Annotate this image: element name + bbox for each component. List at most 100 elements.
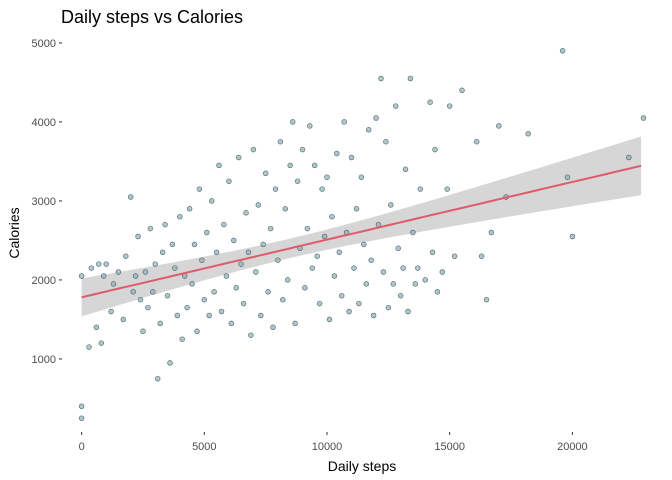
data-point: [223, 273, 230, 279]
data-point: [110, 281, 117, 287]
data-point: [478, 253, 485, 259]
data-point: [346, 308, 352, 315]
data-point: [213, 249, 220, 256]
data-point: [201, 296, 208, 303]
data-point: [226, 178, 232, 184]
data-point: [338, 292, 345, 299]
data-point: [321, 233, 328, 240]
data-point: [145, 304, 151, 311]
chart-title: Daily steps vs Calories: [61, 7, 243, 27]
y-axis-title: Calories: [6, 207, 22, 258]
data-point: [385, 304, 392, 311]
data-point: [329, 213, 335, 220]
data-point: [172, 265, 178, 271]
data-point: [294, 178, 301, 184]
data-point: [361, 241, 367, 248]
data-point: [127, 194, 134, 200]
data-point: [130, 289, 136, 295]
data-point: [277, 138, 284, 145]
data-point: [164, 292, 171, 299]
data-point: [334, 150, 340, 157]
data-point: [221, 221, 227, 228]
confidence-band: [81, 136, 642, 317]
data-point: [569, 233, 576, 240]
x-tick-label: 20000: [557, 441, 588, 453]
data-point: [496, 123, 502, 129]
data-point: [446, 103, 453, 109]
data-point: [123, 253, 129, 259]
data-point: [292, 320, 298, 327]
data-point: [100, 273, 107, 279]
data-point: [284, 277, 291, 283]
data-point: [272, 186, 279, 192]
data-point: [238, 261, 244, 267]
data-point: [307, 123, 313, 129]
data-point: [115, 269, 122, 275]
data-point: [410, 229, 416, 236]
data-point: [258, 312, 264, 319]
data-point: [108, 308, 114, 315]
data-point: [150, 289, 156, 295]
data-point: [159, 249, 166, 256]
data-point: [98, 340, 105, 346]
data-point: [287, 162, 293, 169]
data-point: [137, 296, 144, 303]
data-point: [434, 289, 441, 295]
data-point: [304, 225, 311, 232]
data-point: [194, 328, 200, 335]
data-point: [267, 225, 274, 232]
data-point: [356, 300, 362, 307]
y-axis: 1000 2000 3000 4000 5000: [32, 38, 62, 366]
data-point: [331, 273, 338, 279]
data-point: [380, 269, 387, 275]
y-tick-label: 2000: [32, 275, 56, 287]
x-tick-label: 10000: [312, 441, 343, 453]
data-point: [392, 103, 399, 109]
data-point: [132, 273, 139, 279]
data-point: [140, 328, 146, 335]
data-point: [427, 99, 433, 105]
data-point: [488, 229, 495, 236]
data-point: [383, 138, 389, 145]
x-tick-label: 15000: [434, 441, 465, 453]
data-point: [439, 269, 446, 275]
data-point: [559, 48, 566, 54]
data-point: [174, 312, 181, 319]
data-point: [191, 241, 198, 248]
data-point: [444, 186, 450, 192]
data-point: [96, 261, 102, 267]
data-point: [154, 375, 161, 382]
data-point: [157, 320, 163, 327]
data-point: [78, 403, 85, 410]
data-point: [78, 273, 85, 279]
data-point: [324, 174, 330, 180]
data-point: [351, 265, 357, 271]
data-point: [93, 324, 100, 331]
data-point: [142, 269, 149, 275]
data-point: [120, 316, 127, 323]
data-point: [370, 312, 377, 319]
data-point: [525, 131, 531, 137]
data-point: [319, 186, 325, 192]
data-point: [289, 119, 296, 125]
data-point: [204, 229, 210, 236]
data-point: [564, 174, 571, 180]
points-layer: [78, 48, 647, 421]
data-point: [407, 75, 414, 82]
y-tick-label: 5000: [32, 38, 56, 50]
y-tick-label: 3000: [32, 196, 56, 208]
data-point: [311, 162, 318, 169]
x-tick-label: 5000: [192, 441, 216, 453]
data-point: [336, 249, 343, 256]
data-point: [432, 146, 438, 153]
data-point: [262, 170, 269, 177]
data-point: [412, 281, 419, 287]
data-point: [280, 296, 286, 303]
data-point: [86, 344, 92, 350]
data-point: [196, 186, 203, 192]
data-point: [326, 316, 333, 323]
y-tick-label: 4000: [32, 117, 56, 129]
data-point: [179, 336, 185, 342]
data-point: [206, 312, 212, 319]
